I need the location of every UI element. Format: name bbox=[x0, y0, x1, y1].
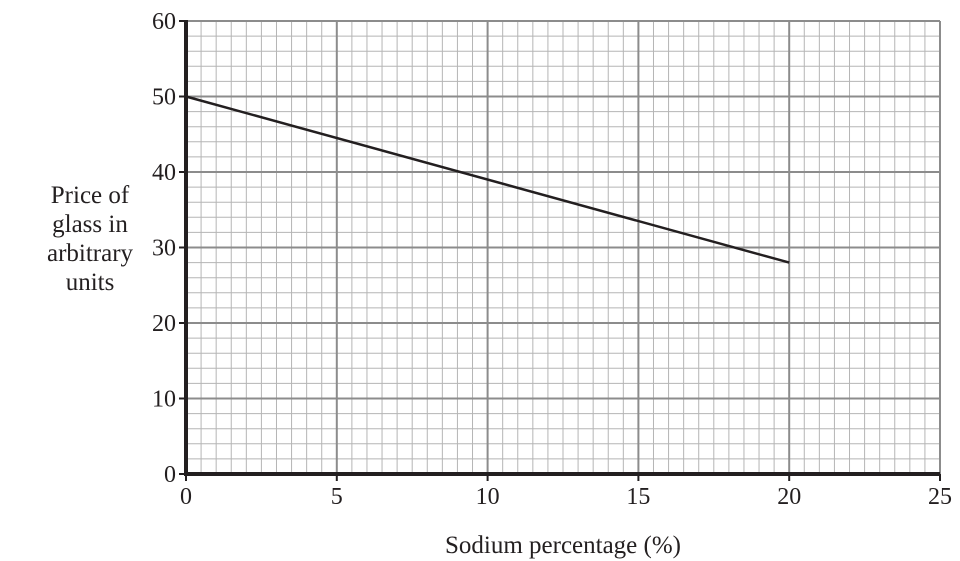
y-tick-label: 10 bbox=[152, 387, 176, 413]
x-tick-labels: 0 5 10 15 20 25 bbox=[180, 484, 952, 510]
y-axis-title: Price of glass in arbitrary units bbox=[0, 181, 180, 297]
x-tick-label: 25 bbox=[928, 484, 952, 510]
x-axis-title: Sodium percentage (%) bbox=[445, 532, 681, 559]
y-axis-title-line: units bbox=[65, 269, 115, 296]
axes bbox=[179, 20, 941, 481]
x-tick-label: 0 bbox=[180, 484, 192, 510]
series-group bbox=[185, 95, 790, 264]
x-tick-label: 10 bbox=[476, 484, 500, 510]
y-tick-label: 0 bbox=[164, 462, 176, 488]
major-grid bbox=[185, 20, 941, 475]
y-axis-title-line: glass in bbox=[52, 211, 128, 238]
series-line bbox=[185, 95, 790, 264]
y-tick-labels: 0 10 20 30 40 50 60 bbox=[152, 9, 176, 488]
y-tick-label: 40 bbox=[152, 160, 176, 186]
y-tick-label: 30 bbox=[152, 236, 176, 262]
y-tick-label: 20 bbox=[152, 311, 176, 337]
y-tick-label: 50 bbox=[152, 85, 176, 111]
x-tick-label: 20 bbox=[777, 484, 801, 510]
x-tick-label: 5 bbox=[331, 484, 343, 510]
y-axis-title-line: arbitrary bbox=[46, 240, 134, 267]
y-tick-label: 60 bbox=[152, 9, 176, 35]
x-tick-label: 15 bbox=[626, 484, 650, 510]
y-axis-title-line: Price of bbox=[50, 182, 130, 209]
